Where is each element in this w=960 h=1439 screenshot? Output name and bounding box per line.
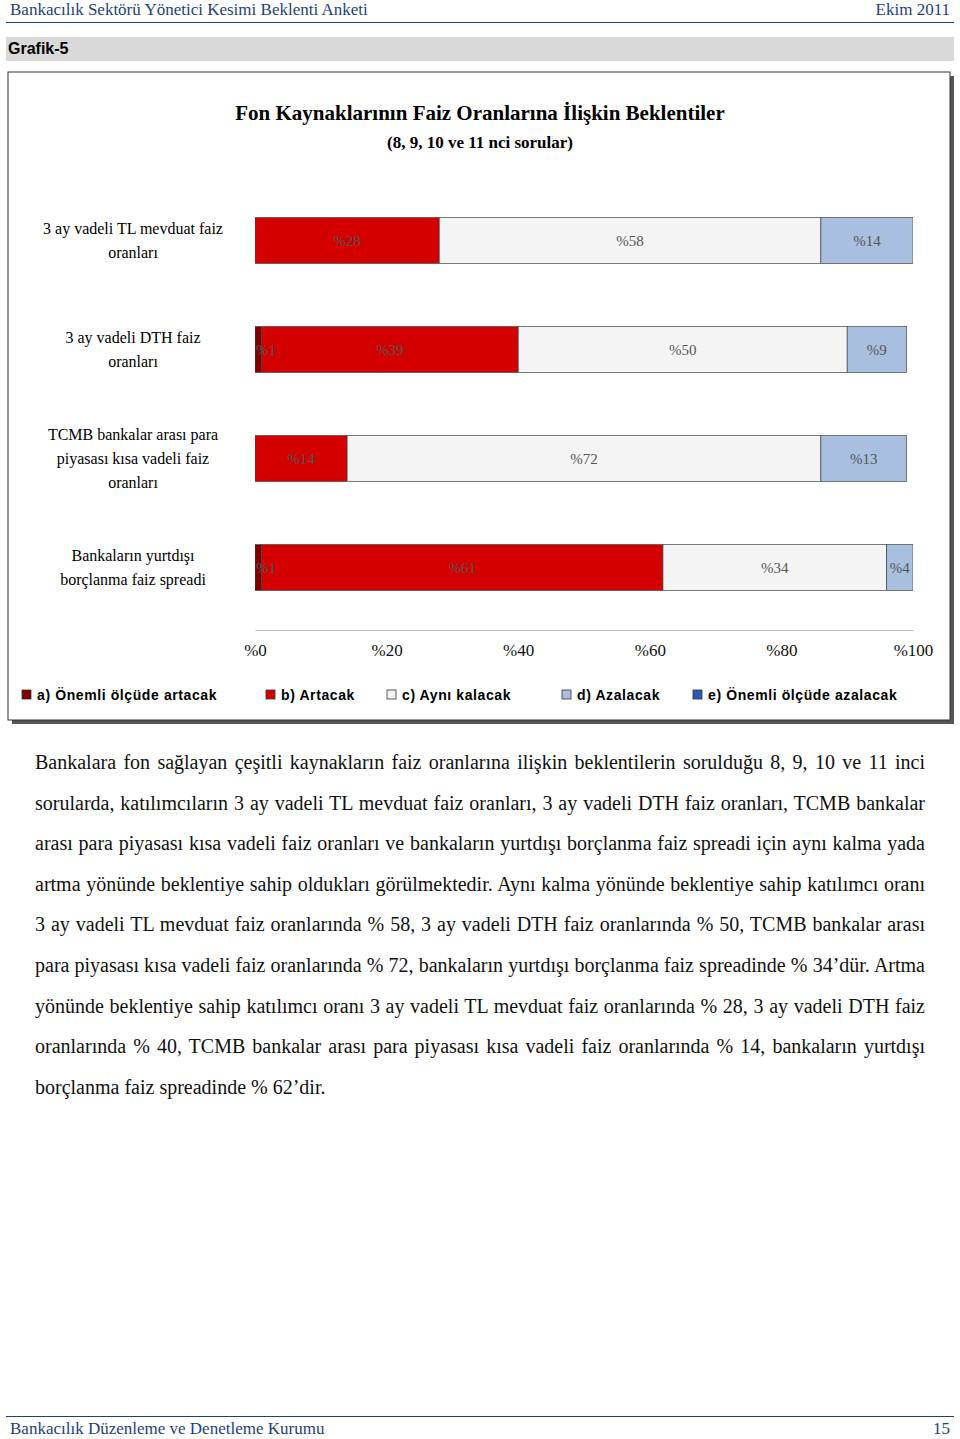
axis-line	[256, 630, 914, 631]
data-label: %34	[761, 560, 789, 576]
data-label: %58	[616, 233, 644, 249]
tick-label: %80	[766, 641, 797, 660]
category-label: 3 ay vadeli TL mevduat faizoranları	[43, 220, 223, 261]
tick: %40	[503, 630, 534, 660]
paragraph: Bankalara fon sağlayan çeşitli kaynaklar…	[35, 742, 925, 1107]
header-right: Ekim 2011	[876, 0, 950, 20]
category-label: TCMB bankalar arası parapiyasası kısa va…	[48, 426, 218, 491]
tick: %60	[635, 630, 666, 660]
category-label: Bankaların yurtdışıborçlanma faiz spread…	[60, 547, 206, 589]
bar-segment	[847, 327, 906, 373]
data-label: %1	[256, 342, 276, 358]
tick: %0	[244, 630, 267, 660]
category-labels: 3 ay vadeli TL mevduat faizoranları 3 ay …	[43, 220, 223, 589]
data-label: %13	[850, 451, 878, 467]
tick: %80	[766, 630, 797, 660]
data-label: %50	[669, 342, 697, 358]
footer-rule	[6, 1416, 954, 1417]
legend-swatch	[266, 690, 275, 699]
bar-segment	[821, 218, 913, 264]
bar-segment	[913, 545, 914, 591]
tick-label: %20	[372, 641, 403, 660]
bar-segment	[913, 218, 914, 264]
bar-segment	[255, 218, 439, 264]
legend-swatch	[562, 690, 571, 699]
data-label: %14	[287, 451, 315, 467]
tick-label: %100	[894, 641, 934, 660]
x-axis: %0 %20 %40 %60 %80 %100	[244, 630, 933, 660]
legend-label: b) Artacak	[281, 687, 355, 703]
bar-segment	[255, 436, 347, 482]
tick: %100	[894, 630, 934, 660]
figure-label: Grafik-5	[6, 37, 954, 61]
data-label: %9	[867, 342, 887, 358]
legend-label: d) Azalacak	[577, 687, 660, 703]
title: Fon Kaynaklarının Faiz Oranlarına İlişki…	[235, 101, 724, 125]
data-label: %72	[570, 451, 598, 467]
chart: Fon Kaynaklarının Faiz Oranlarına İlişki…	[0, 0, 960, 730]
bar-segment	[262, 327, 519, 373]
category-label: 3 ay vadeli DTH faizoranları	[65, 329, 200, 370]
bar-segment	[347, 436, 821, 482]
legend-swatch	[693, 690, 702, 699]
data-label: %61	[449, 560, 477, 576]
header-left: Bankacılık Sektörü Yönetici Kesimi Bekle…	[10, 0, 368, 20]
data-labels: %1 %1 %28 %39 %14 %61 %58 %50 %72 %34 %14 %9 %13 %4	[256, 233, 910, 576]
footer-left: Bankacılık Düzenleme ve Denetleme Kurumu	[10, 1419, 324, 1439]
legend-label: a) Önemli ölçüde artacak	[37, 687, 217, 703]
bar-segment	[906, 436, 907, 482]
tick-label: %40	[503, 641, 534, 660]
legend-label: c) Aynı kalacak	[402, 687, 511, 703]
legend-swatch	[387, 690, 396, 699]
bar-segment	[887, 545, 913, 591]
bar-segment	[518, 327, 847, 373]
bar-segment	[663, 545, 887, 591]
subtitle: (8, 9, 10 ve 11 nci sorular)	[387, 133, 573, 152]
bars	[255, 218, 913, 591]
legend-label: e) Önemli ölçüde azalacak	[708, 687, 897, 703]
tick-label: %60	[635, 641, 666, 660]
bar-segment	[439, 218, 821, 264]
bar-segment	[906, 327, 907, 373]
data-label: %14	[853, 233, 881, 249]
frame	[8, 72, 950, 720]
legend: a) Önemli ölçüde artacak b) Artacak c) Ayn…	[22, 687, 897, 703]
legend-swatch	[22, 690, 31, 699]
header-rule	[6, 22, 954, 23]
data-label: %1	[256, 560, 276, 576]
bar-segment	[821, 436, 907, 482]
tick-label: %0	[244, 641, 267, 660]
data-label: %39	[376, 342, 404, 358]
data-label: %28	[333, 233, 361, 249]
data-label: %4	[890, 560, 910, 576]
footer-right: 15	[933, 1419, 950, 1439]
bar-segment	[262, 545, 663, 591]
tick: %20	[372, 630, 403, 660]
